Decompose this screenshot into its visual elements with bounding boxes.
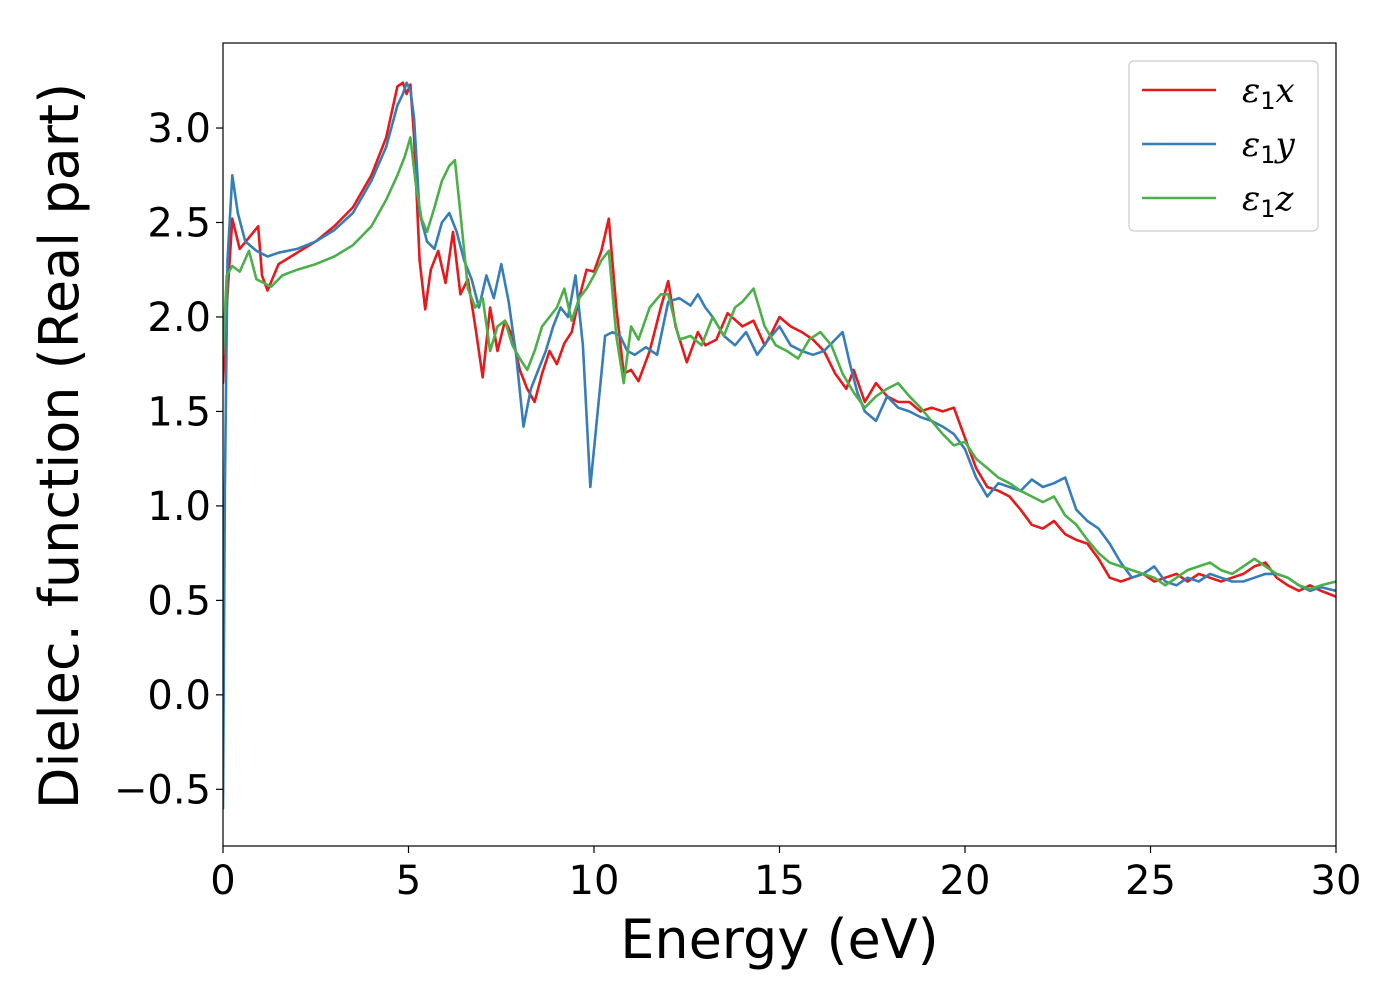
y-tick-label: 2.5 — [147, 200, 211, 246]
y-axis-title: Dielec. function (Real part) — [28, 83, 91, 809]
y-tick-label: 2.0 — [147, 295, 211, 341]
x-tick-label: 0 — [210, 858, 235, 904]
x-tick-label: 20 — [940, 858, 991, 904]
y-tick-label: 1.5 — [147, 389, 211, 435]
legend-label-y: ε1y — [1242, 125, 1296, 169]
legend: ε1x ε1y ε1z — [1128, 60, 1319, 232]
x-axis-title: Energy (eV) — [620, 908, 939, 971]
y-axis-ticks: −0.5 0.0 0.5 1.0 1.5 2.0 2.5 3.0 — [114, 106, 223, 813]
y-tick-label: −0.5 — [114, 767, 211, 813]
y-tick-label: 0.0 — [147, 673, 211, 719]
x-tick-label: 15 — [754, 858, 805, 904]
legend-label-z: ε1z — [1242, 179, 1295, 223]
x-tick-label: 25 — [1125, 858, 1176, 904]
legend-box — [1128, 60, 1319, 232]
series-line-z — [223, 136, 1336, 591]
x-tick-label: 5 — [396, 858, 421, 904]
y-tick-label: 1.0 — [147, 484, 211, 530]
x-tick-label: 10 — [569, 858, 620, 904]
legend-label-x: ε1x — [1242, 71, 1295, 115]
y-tick-label: 3.0 — [147, 106, 211, 152]
series-layer — [223, 81, 1336, 810]
y-tick-label: 0.5 — [147, 578, 211, 624]
x-tick-label: 30 — [1311, 858, 1362, 904]
x-axis-ticks: 0 5 10 15 20 25 30 — [210, 846, 1361, 904]
